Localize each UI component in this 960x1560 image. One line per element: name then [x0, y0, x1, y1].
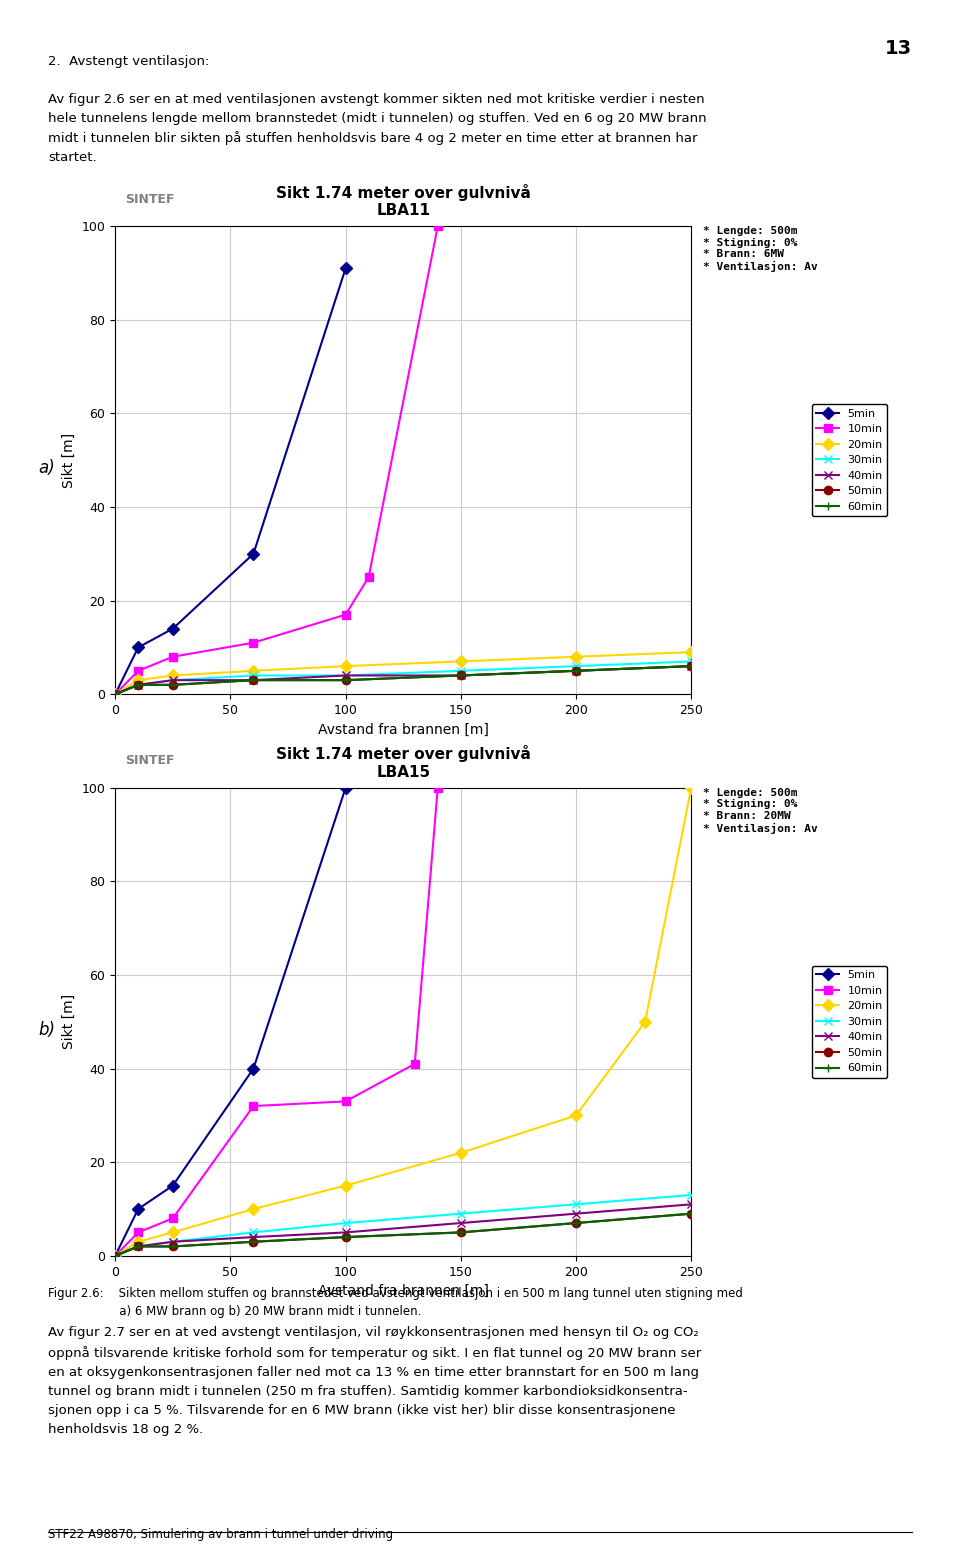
Legend: 5min, 10min, 20min, 30min, 40min, 50min, 60min: 5min, 10min, 20min, 30min, 40min, 50min,… [812, 966, 887, 1078]
Text: SINTEF: SINTEF [125, 755, 175, 768]
Text: a): a) [38, 459, 55, 477]
Y-axis label: Sikt [m]: Sikt [m] [62, 432, 76, 488]
Title: Sikt 1.74 meter over gulvnivå
LBA15: Sikt 1.74 meter over gulvnivå LBA15 [276, 746, 531, 780]
Text: b): b) [38, 1020, 56, 1039]
Text: STF22 A98870, Simulering av brann i tunnel under driving: STF22 A98870, Simulering av brann i tunn… [48, 1529, 394, 1541]
Text: * Lengde: 500m
* Stigning: 0%
* Brann: 6MW
* Ventilasjon: Av: * Lengde: 500m * Stigning: 0% * Brann: 6… [703, 226, 818, 273]
Text: Figur 2.6:    Sikten mellom stuffen og brannstedet ved avstengt ventilasjon i en: Figur 2.6: Sikten mellom stuffen og bran… [48, 1287, 743, 1318]
Text: 2.  Avstengt ventilasjon:

Av figur 2.6 ser en at med ventilasjonen avstengt kom: 2. Avstengt ventilasjon: Av figur 2.6 se… [48, 55, 707, 164]
X-axis label: Avstand fra brannen [m]: Avstand fra brannen [m] [318, 1284, 489, 1298]
Legend: 5min, 10min, 20min, 30min, 40min, 50min, 60min: 5min, 10min, 20min, 30min, 40min, 50min,… [812, 404, 887, 516]
Y-axis label: Sikt [m]: Sikt [m] [62, 994, 76, 1050]
Text: * Lengde: 500m
* Stigning: 0%
* Brann: 20MW
* Ventilasjon: Av: * Lengde: 500m * Stigning: 0% * Brann: 2… [703, 788, 818, 835]
Text: SINTEF: SINTEF [125, 193, 175, 206]
Text: Av figur 2.7 ser en at ved avstengt ventilasjon, vil røykkonsentrasjonen med hen: Av figur 2.7 ser en at ved avstengt vent… [48, 1326, 701, 1435]
Title: Sikt 1.74 meter over gulvnivå
LBA11: Sikt 1.74 meter over gulvnivå LBA11 [276, 184, 531, 218]
X-axis label: Avstand fra brannen [m]: Avstand fra brannen [m] [318, 722, 489, 736]
Text: 13: 13 [885, 39, 912, 58]
